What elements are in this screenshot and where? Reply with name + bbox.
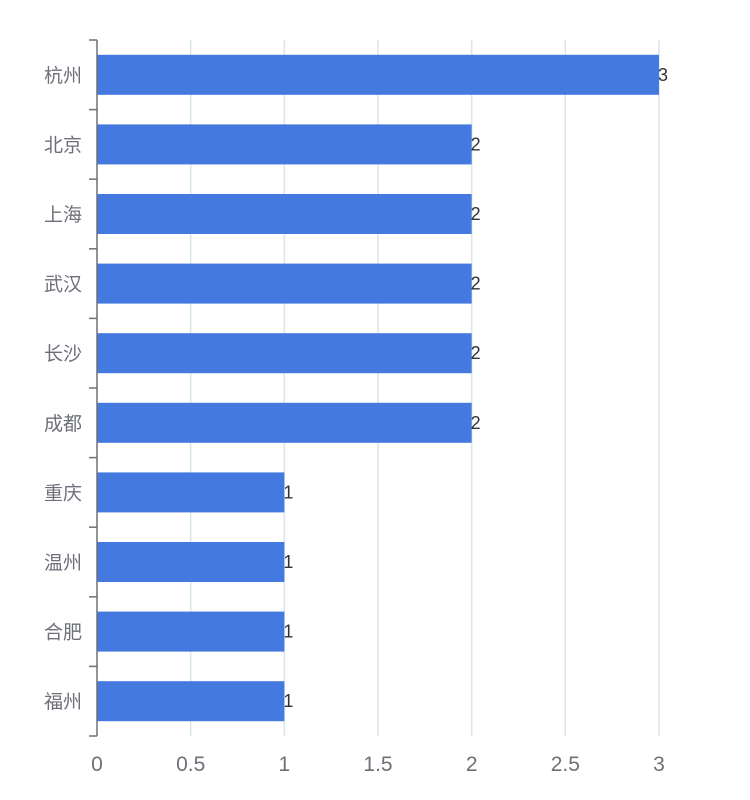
bar-0 (97, 54, 659, 95)
x-tick-label-6: 3 (653, 753, 665, 776)
category-label-5: 成都 (44, 413, 82, 435)
x-tick-label-0: 0 (91, 753, 103, 776)
bar-9 (97, 681, 285, 722)
data-label-3: 2 (471, 274, 481, 294)
bar-8 (97, 611, 285, 652)
bar-1 (97, 124, 472, 165)
x-tick-label-5: 2.5 (551, 753, 580, 776)
bar-5 (97, 402, 472, 443)
x-tick-label-2: 1 (278, 753, 290, 776)
category-label-1: 北京 (44, 134, 82, 156)
x-tick-label-3: 1.5 (363, 753, 392, 776)
labels: 3 杭州 2 北京 2 上海 2 武汉 2 长沙 2 成都 1 重庆 1 温州 1 合肥 1 福州 0 0.5 1 1.5 2 2… (44, 65, 668, 776)
bar-7 (97, 542, 285, 582)
data-label-2: 2 (471, 204, 481, 224)
data-label-7: 1 (283, 552, 293, 572)
data-label-4: 2 (471, 343, 481, 363)
data-label-5: 2 (471, 413, 481, 433)
category-label-7: 温州 (44, 552, 82, 574)
bar-6 (97, 472, 285, 513)
data-label-6: 1 (283, 482, 293, 502)
x-tick-label-4: 2 (466, 753, 478, 776)
data-label-1: 2 (471, 134, 481, 154)
category-label-8: 合肥 (44, 622, 82, 644)
axes (89, 39, 98, 737)
category-label-9: 福州 (44, 691, 82, 713)
category-label-3: 武汉 (44, 274, 82, 296)
bars (97, 54, 659, 722)
data-label-0: 3 (658, 65, 668, 85)
category-label-2: 上海 (44, 204, 82, 226)
bar-2 (97, 194, 472, 234)
bar-4 (97, 333, 472, 374)
data-label-9: 1 (283, 691, 293, 711)
bar-3 (97, 263, 472, 304)
category-label-6: 重庆 (44, 482, 82, 504)
x-tick-label-1: 0.5 (176, 753, 205, 776)
category-label-0: 杭州 (44, 65, 82, 87)
category-label-4: 长沙 (44, 343, 82, 365)
data-label-8: 1 (283, 622, 293, 642)
